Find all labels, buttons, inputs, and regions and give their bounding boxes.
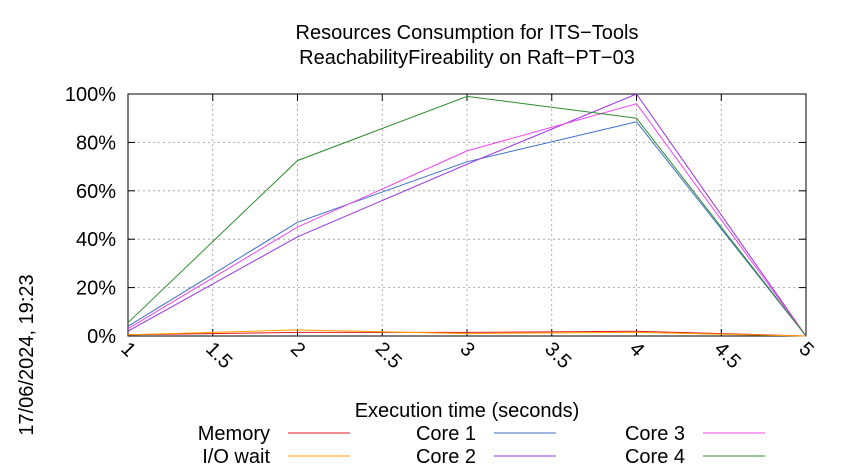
legend-label-core-3: Core 3 [625,423,685,445]
series-line-core-4 [127,95,807,337]
y-tick-label: 20% [76,278,116,300]
legend-label-i-o-wait: I/O wait [202,446,270,468]
y-tick-label: 0% [87,326,116,348]
x-tick-label: 2.5 [371,338,406,373]
x-tick-label: 4.5 [710,338,745,373]
axes: 0% 20% 40% 60% 80% 100% 1 1.5 2 2.5 3 3.5 4 4.5 5 [65,84,818,373]
chart-title: Resources Consumption for ITS−Tools [296,22,639,44]
series-line-core-3 [127,103,807,337]
y-tick-label: 80% [76,132,116,154]
y-tick-label: 100% [65,84,116,106]
x-tick-label: 1 [116,338,139,361]
legend-label-memory: Memory [198,423,270,445]
chart-subtitle: ReachabilityFireability on Raft−PT−03 [299,47,635,69]
legend-label-core-4: Core 4 [625,446,685,468]
series-line-i-o-wait [127,329,807,337]
series-line-core-1 [127,121,807,337]
x-axis-label: Execution time (seconds) [355,400,580,422]
timestamp-label: 17/06/2024, 19:23 [16,274,38,435]
legend-label-core-2: Core 2 [416,446,476,468]
series-line-core-2 [127,93,807,337]
x-tick-label: 3 [455,338,478,361]
x-tick-label: 4 [625,338,648,361]
series-lines [127,93,807,337]
y-tick-label: 40% [76,229,116,251]
grid [128,94,806,336]
legend-label-core-1: Core 1 [416,423,476,445]
x-tick-label: 3.5 [540,338,575,373]
x-tick-label: 1.5 [201,338,236,373]
series-line-memory [127,330,807,337]
x-tick-label: 2 [286,338,309,361]
plot-border [127,93,807,337]
y-tick-label: 60% [76,181,116,203]
x-tick-label: 5 [794,338,817,361]
